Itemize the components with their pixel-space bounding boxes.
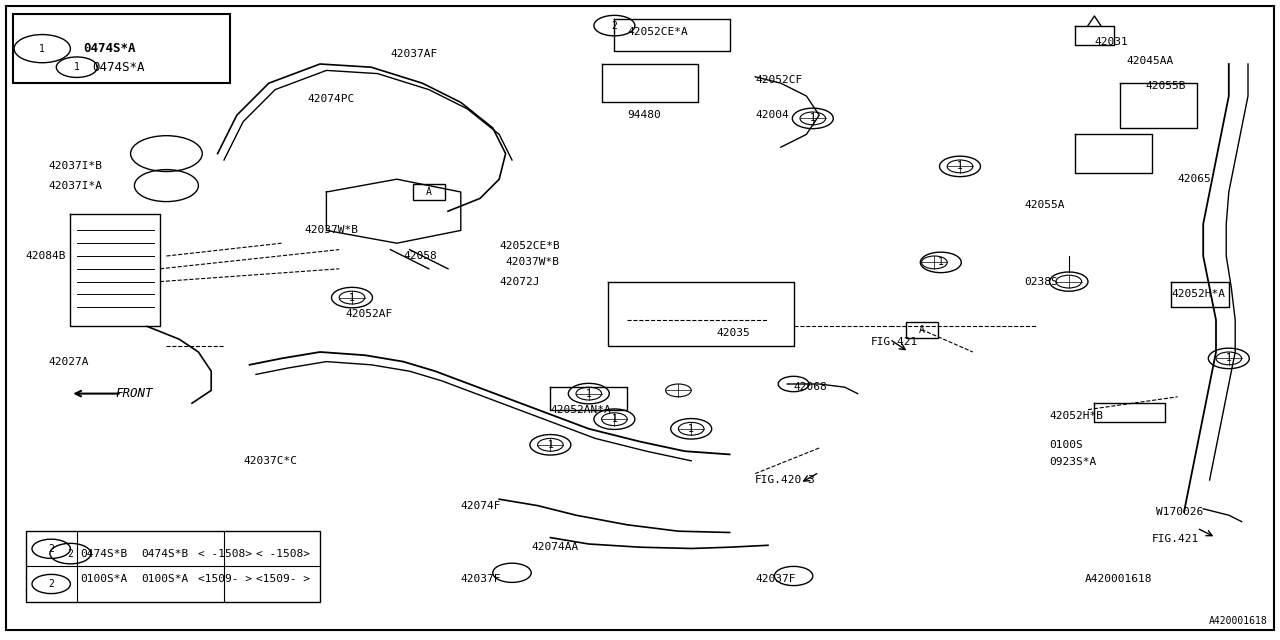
Text: 42052CF: 42052CF — [755, 75, 803, 85]
Text: 94480: 94480 — [627, 110, 660, 120]
Text: 0474S*A: 0474S*A — [92, 61, 145, 74]
Text: 1: 1 — [349, 292, 355, 303]
Text: 1: 1 — [40, 44, 45, 54]
Text: 42065: 42065 — [1178, 174, 1211, 184]
Text: A: A — [426, 187, 431, 197]
Text: 0100S: 0100S — [1050, 440, 1083, 450]
Text: 1: 1 — [938, 257, 943, 268]
Text: < -1508>: < -1508> — [198, 548, 252, 559]
Text: 42031: 42031 — [1094, 36, 1128, 47]
Text: 42068: 42068 — [794, 382, 827, 392]
Text: 42055B: 42055B — [1146, 81, 1187, 92]
Text: 0100S*A: 0100S*A — [141, 574, 188, 584]
Text: 1: 1 — [1226, 353, 1231, 364]
Text: A420001618: A420001618 — [1084, 574, 1152, 584]
Text: FIG.421: FIG.421 — [1152, 534, 1199, 544]
Text: 1: 1 — [586, 388, 591, 399]
Text: 42027A: 42027A — [49, 356, 90, 367]
Text: 42037I*A: 42037I*A — [49, 180, 102, 191]
Text: 42058: 42058 — [403, 251, 436, 261]
Text: 0100S*A: 0100S*A — [81, 574, 128, 584]
Text: 42052CE*A: 42052CE*A — [627, 27, 687, 37]
Text: 42037C*C: 42037C*C — [243, 456, 297, 466]
Text: 2: 2 — [49, 579, 54, 589]
Text: 0474S*A: 0474S*A — [83, 42, 136, 55]
Text: 42052AF: 42052AF — [346, 308, 393, 319]
Text: 42037AF: 42037AF — [390, 49, 438, 60]
Text: 42037W*B: 42037W*B — [506, 257, 559, 268]
Text: 1: 1 — [612, 414, 617, 424]
Text: 0923S*A: 0923S*A — [1050, 457, 1097, 467]
Text: < -1508>: < -1508> — [256, 548, 310, 559]
Text: 42037F: 42037F — [755, 574, 796, 584]
Text: FIG.421: FIG.421 — [870, 337, 918, 348]
Text: 42037I*B: 42037I*B — [49, 161, 102, 172]
Text: 42052AN*A: 42052AN*A — [550, 404, 611, 415]
Text: 0474S*B: 0474S*B — [81, 548, 128, 559]
Text: 2: 2 — [68, 548, 73, 559]
Text: 42052CE*B: 42052CE*B — [499, 241, 559, 252]
Text: 42084B: 42084B — [26, 251, 67, 261]
Text: 42052H*A: 42052H*A — [1171, 289, 1225, 300]
Text: 42055A: 42055A — [1024, 200, 1065, 210]
Text: 1: 1 — [810, 113, 815, 124]
Text: 0474S*B: 0474S*B — [141, 548, 188, 559]
Text: 1: 1 — [689, 424, 694, 434]
Text: 1: 1 — [548, 440, 553, 450]
Text: A420001618: A420001618 — [1208, 616, 1267, 626]
Text: 1: 1 — [74, 62, 79, 72]
Text: FRONT: FRONT — [115, 387, 152, 400]
Text: 2: 2 — [49, 544, 54, 554]
Text: 42004: 42004 — [755, 110, 788, 120]
Text: 42074F: 42074F — [461, 500, 502, 511]
Text: 42074AA: 42074AA — [531, 542, 579, 552]
Text: 2: 2 — [612, 20, 617, 31]
Text: 42052H*B: 42052H*B — [1050, 411, 1103, 421]
Text: <1509- >: <1509- > — [198, 574, 252, 584]
Text: 42045AA: 42045AA — [1126, 56, 1174, 66]
Text: 42037W*B: 42037W*B — [305, 225, 358, 236]
Text: 42074PC: 42074PC — [307, 94, 355, 104]
Text: <1509- >: <1509- > — [256, 574, 310, 584]
Text: 0238S: 0238S — [1024, 276, 1057, 287]
Text: A: A — [919, 324, 924, 335]
Text: 1: 1 — [957, 161, 963, 172]
Text: 42072J: 42072J — [499, 276, 540, 287]
Text: 42037F: 42037F — [461, 574, 502, 584]
Text: W170026: W170026 — [1156, 507, 1203, 517]
Text: FIG.420-3: FIG.420-3 — [755, 475, 815, 485]
Text: 42035: 42035 — [717, 328, 750, 338]
